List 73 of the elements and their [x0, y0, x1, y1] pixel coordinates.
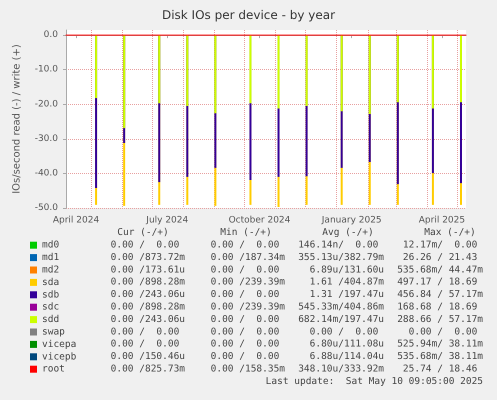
- legend-label: root: [42, 364, 65, 375]
- text: 0.00 / 0.00: [210, 351, 280, 362]
- text: 25.74 / 18.46: [402, 364, 478, 374]
- legend-label: vicepb: [42, 351, 77, 362]
- text: 12.17m/ 0.00: [402, 240, 478, 250]
- text: 0.00 / 0.00: [110, 326, 180, 338]
- text: 348.10u/333.92m: [298, 364, 384, 374]
- text: 682.14m/197.47u: [298, 314, 384, 325]
- legend-label: md2: [42, 264, 60, 276]
- text: 0.00 /898.28m: [110, 302, 186, 312]
- text: 0.00 /898.28m: [110, 276, 186, 288]
- x-tick-label: April 2024: [52, 216, 100, 226]
- text: Last update: Sat May 10 09:05:00 2025: [266, 376, 484, 387]
- text: Cur (-/+): [117, 227, 169, 238]
- y-tick-label: -40.0: [34, 168, 58, 178]
- text: 535.68m/ 38.11m: [397, 351, 484, 362]
- text: 0.00 /243.06u: [110, 314, 186, 325]
- legend-label: vicepa: [42, 338, 76, 350]
- text: 0.00 / 0.00: [110, 338, 180, 350]
- text: 0.00 / 0.00: [310, 326, 379, 338]
- text: 0.00 /873.72m: [110, 252, 186, 263]
- text: 0.00 / 0.00: [210, 326, 280, 338]
- text: 355.13u/382.79m: [298, 252, 384, 263]
- text: 0.00 /239.39m: [210, 276, 286, 288]
- text: 146.14n/ 0.00: [298, 240, 379, 250]
- text: 0.00 /187.34m: [210, 252, 286, 263]
- legend-label: sdc: [42, 302, 60, 313]
- text: 26.26 / 21.43: [402, 252, 478, 263]
- y-tick-label: -10.0: [34, 64, 58, 75]
- text: 288.66 / 57.17m: [397, 314, 484, 325]
- legend-label: swap: [42, 326, 66, 338]
- x-tick-label: July 2024: [145, 216, 188, 226]
- text: 0.00 / 0.00: [210, 264, 280, 276]
- legend-label: md0: [42, 240, 60, 251]
- text: 0.00 /243.06u: [110, 289, 186, 300]
- text: 0.00 /158.35m: [210, 364, 286, 374]
- x-tick-label: October 2024: [228, 216, 291, 226]
- y-tick-label: -20.0: [34, 99, 58, 110]
- legend-label: md1: [42, 252, 60, 264]
- text: Max (-/+): [424, 227, 476, 238]
- text: Avg (-/+): [322, 227, 374, 238]
- text: Min (-/+): [220, 227, 272, 238]
- y-axis-title: IOs/second read (-) / write (+): [12, 44, 22, 194]
- text: 6.89u/131.60u: [310, 264, 384, 276]
- x-tick-label: January 2025: [320, 216, 382, 226]
- x-tick-label: April 2025: [418, 216, 466, 226]
- text: 456.84 / 57.17m: [397, 289, 484, 300]
- text: 497.17 / 18.69: [397, 276, 478, 288]
- text: 0.00 / 0.00: [110, 240, 180, 250]
- text: 0.00 /825.73m: [110, 364, 186, 374]
- text: 0.00 / 0.00: [408, 326, 478, 338]
- text: 535.68m/ 44.47m: [397, 264, 484, 276]
- text: 6.88u/114.04u: [310, 351, 384, 362]
- y-tick-label: -30.0: [34, 134, 58, 144]
- text: 545.33m/404.86m: [298, 302, 384, 312]
- text: 0.00 / 0.00: [210, 240, 280, 250]
- chart-title: Disk IOs per device - by year: [162, 8, 336, 22]
- text: 1.61 /404.87m: [310, 276, 384, 288]
- text: 0.00 /239.39m: [210, 302, 286, 312]
- text: 0.00 / 0.00: [210, 338, 280, 350]
- legend-label: sdb: [42, 289, 60, 300]
- text: 0.00 / 0.00: [210, 314, 280, 325]
- y-tick-label: -50.0: [34, 203, 58, 213]
- text: 525.94m/ 38.11m: [397, 338, 484, 350]
- text: 1.31 /197.47u: [310, 289, 384, 300]
- text: 6.80u/111.08u: [310, 338, 384, 350]
- legend-label: sdd: [42, 314, 60, 326]
- text: 168.68 / 18.69: [397, 302, 478, 312]
- y-tick-label: 0.0: [44, 30, 58, 40]
- text: 0.00 /150.46u: [110, 351, 186, 362]
- text: 0.00 / 0.00: [210, 289, 280, 300]
- legend-label: sda: [42, 276, 60, 288]
- text: 0.00 /173.61u: [110, 264, 186, 276]
